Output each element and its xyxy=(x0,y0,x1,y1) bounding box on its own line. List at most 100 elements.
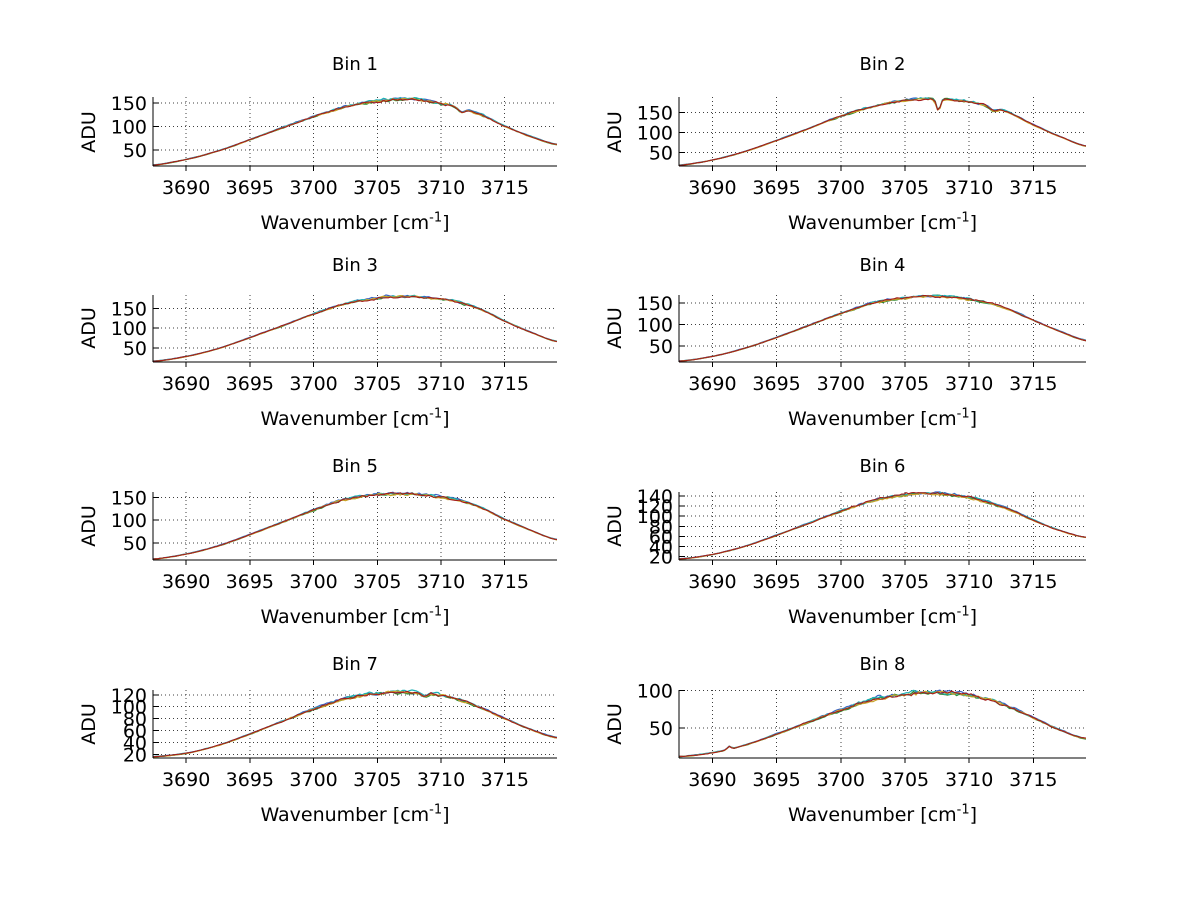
plot-svg-bin-8: 3690 3695 3700 3705 3710 3715 50 100 xyxy=(637,681,1086,791)
x-tick-label: 3710 xyxy=(417,571,465,593)
x-axis-label-superscript: -1 xyxy=(429,604,443,620)
y-tick-label: 100 xyxy=(111,117,147,139)
x-axis-label: Wavenumber [cm-1] xyxy=(679,606,1086,628)
x-tick-label: 3690 xyxy=(688,373,736,395)
subplot-title: Bin 6 xyxy=(859,456,906,477)
x-tick-label: 3705 xyxy=(353,177,401,199)
y-tick-label: 100 xyxy=(637,122,673,144)
x-tick-label: 3710 xyxy=(417,177,465,199)
x-tick-label: 3705 xyxy=(881,177,929,199)
x-tick-label: 3690 xyxy=(688,177,736,199)
y-tick-label: 120 xyxy=(111,685,147,707)
x-tick-label: 3715 xyxy=(1009,769,1057,791)
x-axis-label: Wavenumber [cm-1] xyxy=(679,408,1086,430)
y-tick-label: 150 xyxy=(111,298,147,320)
x-tick-label: 3695 xyxy=(752,373,800,395)
x-axis-label-bracket: ] xyxy=(969,804,978,826)
x-tick-label: 3705 xyxy=(881,571,929,593)
x-tick-label: 3695 xyxy=(226,769,274,791)
x-axis-label-superscript: -1 xyxy=(956,802,970,818)
x-tick-label: 3700 xyxy=(289,373,337,395)
x-axis-label-superscript: -1 xyxy=(429,802,443,818)
y-tick-label: 120 xyxy=(637,496,673,518)
x-axis-label-text: Wavenumber [cm xyxy=(787,804,957,826)
x-axis-label-bracket: ] xyxy=(969,408,978,430)
x-tick-label: 3700 xyxy=(817,373,865,395)
x-axis-label-superscript: -1 xyxy=(429,210,443,226)
x-tick-label: 3705 xyxy=(353,571,401,593)
y-tick-label: 100 xyxy=(111,510,147,532)
x-tick-label: 3695 xyxy=(226,571,274,593)
y-tick-label: 150 xyxy=(637,103,673,125)
y-tick-label: 140 xyxy=(637,486,673,508)
x-tick-label: 3710 xyxy=(417,373,465,395)
y-tick-label: 50 xyxy=(649,336,673,358)
x-tick-label: 3700 xyxy=(289,769,337,791)
y-tick-label: 150 xyxy=(637,293,673,315)
x-tick-label: 3715 xyxy=(1009,177,1057,199)
x-tick-label: 3705 xyxy=(881,769,929,791)
x-tick-label: 3715 xyxy=(481,373,529,395)
y-tick-label: 50 xyxy=(123,338,147,360)
x-axis-label: Wavenumber [cm-1] xyxy=(153,606,557,628)
y-tick-label: 50 xyxy=(649,142,673,164)
y-tick-label: 150 xyxy=(111,487,147,509)
x-tick-label: 3715 xyxy=(481,571,529,593)
x-tick-label: 3695 xyxy=(752,769,800,791)
x-axis-label-bracket: ] xyxy=(442,212,450,234)
y-tick-label: 60 xyxy=(649,526,673,548)
x-tick-label: 3710 xyxy=(945,373,993,395)
x-tick-label: 3710 xyxy=(945,769,993,791)
x-tick-label: 3700 xyxy=(817,769,865,791)
x-tick-label: 3690 xyxy=(162,571,210,593)
x-tick-label: 3715 xyxy=(481,769,529,791)
y-tick-label: 100 xyxy=(637,506,673,528)
x-tick-label: 3690 xyxy=(162,373,210,395)
x-tick-label: 3710 xyxy=(945,571,993,593)
x-axis-label-superscript: -1 xyxy=(429,406,443,422)
x-axis-label-text: Wavenumber [cm xyxy=(787,212,957,234)
x-axis-label-text: Wavenumber [cm xyxy=(787,606,957,628)
x-tick-label: 3700 xyxy=(817,571,865,593)
x-axis-label-text: Wavenumber [cm xyxy=(260,408,430,430)
y-tick-label: 100 xyxy=(637,681,673,703)
x-tick-label: 3695 xyxy=(752,177,800,199)
x-axis-label-bracket: ] xyxy=(969,606,978,628)
x-tick-label: 3690 xyxy=(688,571,736,593)
y-tick-label: 20 xyxy=(123,744,147,766)
x-tick-label: 3700 xyxy=(289,177,337,199)
y-tick-label: 100 xyxy=(111,697,147,719)
x-axis-label: Wavenumber [cm-1] xyxy=(679,804,1086,826)
subplot-title: Bin 2 xyxy=(859,54,906,75)
x-axis-label-bracket: ] xyxy=(969,212,978,234)
x-axis-label-bracket: ] xyxy=(442,606,450,628)
x-axis-label-bracket: ] xyxy=(442,408,450,430)
x-axis-label: Wavenumber [cm-1] xyxy=(679,212,1086,234)
y-tick-label: 50 xyxy=(123,533,147,555)
x-axis-label-text: Wavenumber [cm xyxy=(787,408,957,430)
x-tick-label: 3710 xyxy=(417,769,465,791)
y-tick-label: 80 xyxy=(649,516,673,538)
x-tick-label: 3700 xyxy=(817,177,865,199)
x-axis-label: Wavenumber [cm-1] xyxy=(153,408,557,430)
subplot-title: Bin 5 xyxy=(332,456,378,477)
y-tick-label: 40 xyxy=(649,536,673,558)
y-tick-label: 50 xyxy=(123,140,147,162)
x-tick-label: 3695 xyxy=(752,571,800,593)
y-tick-label: 100 xyxy=(111,318,147,340)
x-tick-label: 3690 xyxy=(688,769,736,791)
y-tick-label: 40 xyxy=(123,732,147,754)
x-axis-label-bracket: ] xyxy=(442,804,450,826)
x-axis-label-text: Wavenumber [cm xyxy=(260,804,430,826)
x-tick-label: 3715 xyxy=(1009,571,1057,593)
x-axis-label-text: Wavenumber [cm xyxy=(260,212,430,234)
y-tick-label: 80 xyxy=(123,709,147,731)
x-tick-label: 3705 xyxy=(881,373,929,395)
plot-svg-bin-6: 3690 3695 3700 3705 3710 3715 2040608010012014… xyxy=(637,486,1086,593)
